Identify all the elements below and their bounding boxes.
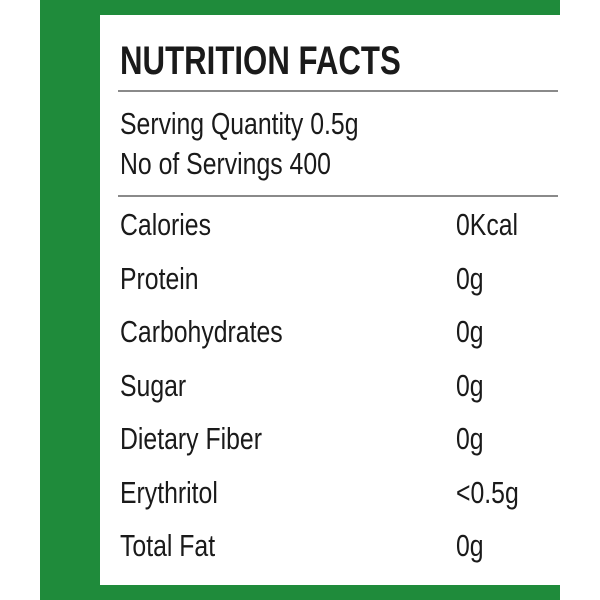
nutrient-name: Calories — [120, 207, 211, 242]
nutrient-amount: 0g — [456, 260, 484, 296]
nutrient-amount: 0g — [456, 528, 484, 563]
divider — [118, 195, 558, 197]
nutrient-amount: 0g — [456, 367, 484, 403]
nutrient-name: Erythritol — [120, 474, 218, 510]
nutrient-name: Total Fat — [120, 528, 216, 563]
serving-info: Serving Quantity 0.5g — [120, 106, 359, 141]
nutrient-amount: 0g — [456, 421, 484, 456]
nutrient-amount: 0Kcal — [456, 207, 519, 242]
nutrient-amount: <0.5g — [456, 474, 519, 510]
divider — [118, 90, 558, 92]
nutrient-name: Protein — [120, 260, 199, 296]
green-border: NUTRITION FACTS Serving Quantity 0.5g No … — [40, 0, 580, 600]
nutrient-name: Dietary Fiber — [120, 421, 262, 456]
nutrient-name: Carbohydrates — [120, 314, 283, 349]
title: NUTRITION FACTS — [120, 39, 401, 83]
label-panel: NUTRITION FACTS Serving Quantity 0.5g No … — [100, 15, 580, 585]
nutrient-amount: 0g — [456, 314, 484, 349]
nutrient-name: Sugar — [120, 367, 187, 403]
serving-info: No of Servings 400 — [120, 146, 331, 181]
